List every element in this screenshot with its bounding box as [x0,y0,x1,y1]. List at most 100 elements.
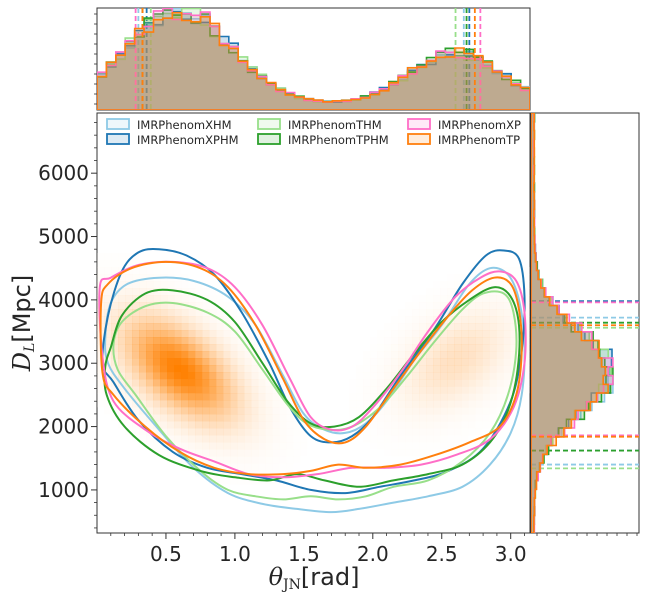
density-cell [118,288,126,296]
density-cell [237,316,245,324]
density-cell [195,281,203,289]
density-cell [370,421,378,429]
density-cell [433,344,441,352]
density-cell [419,330,427,338]
density-cell [524,344,530,352]
density-cell [384,323,392,331]
density-cell [188,428,196,436]
density-cell [517,274,525,282]
density-cell [230,337,238,345]
density-cell [258,414,266,422]
density-cell [216,358,224,366]
density-cell [216,442,224,450]
density-cell [132,351,140,359]
density-cell [475,330,483,338]
density-cell [244,414,252,422]
density-cell [209,295,217,303]
density-cell [174,323,182,331]
density-cell [209,449,217,457]
density-cell [426,323,434,331]
density-cell [475,337,483,345]
density-cell [174,281,182,289]
density-cell [174,337,182,345]
density-cell [426,309,434,317]
density-cell [524,288,530,296]
density-cell [482,365,490,373]
density-cell [237,414,245,422]
density-cell [118,351,126,359]
density-cell [244,351,252,359]
density-cell [475,414,483,422]
density-cell [461,316,469,324]
density-cell [188,379,196,387]
density-cell [454,372,462,380]
density-cell [160,379,168,387]
density-cell [125,358,133,366]
density-cell [111,295,119,303]
density-cell [433,414,441,422]
density-cell [251,400,259,408]
density-cell [272,421,280,429]
density-cell [503,323,511,331]
density-cell [419,386,427,394]
density-cell [202,428,210,436]
density-cell [356,393,364,401]
density-cell [167,302,175,310]
density-cell [447,414,455,422]
density-cell [510,337,518,345]
density-cell [195,414,203,422]
density-cell [377,372,385,380]
density-cell [370,407,378,415]
density-cell [216,407,224,415]
density-cell [433,379,441,387]
density-cell [167,316,175,324]
density-cell [153,358,161,366]
density-cell [146,435,154,443]
density-cell [482,400,490,408]
density-cell [286,393,294,401]
axis-ticks: 0.5 1.0 1.5 2.0 2.5 3.0 1000 2000 3000 4000 5000 60… [38,13,638,566]
density-cell [468,351,476,359]
density-cell [454,365,462,373]
density-cell [496,358,504,366]
density-cell [139,386,147,394]
density-cell [503,267,511,275]
density-cell [454,386,462,394]
density-cell [412,442,420,450]
density-cell [237,351,245,359]
density-cell [160,428,168,436]
density-cell [195,463,203,471]
density-cell [405,421,413,429]
density-cell [447,365,455,373]
y-tick-label: 2000 [38,415,89,439]
density-cell [167,288,175,296]
density-cell [174,421,182,429]
density-cell [426,330,434,338]
density-cell [132,407,140,415]
y-histogram-imrphenomtp [531,113,609,533]
density-cell [524,358,530,366]
density-cell [489,323,497,331]
density-cell [412,414,420,422]
density-cell [202,393,210,401]
density-cell [174,456,182,464]
density-cell [125,337,133,345]
density-cell [524,337,530,345]
density-cell [489,295,497,303]
density-cell [293,463,301,471]
density-cell [454,358,462,366]
density-cell [237,407,245,415]
density-cell [216,372,224,380]
density-cell [223,330,231,338]
density-cell [216,435,224,443]
density-cell [216,456,224,464]
density-cell [97,379,105,387]
density-cell [160,358,168,366]
density-cell [286,463,294,471]
density-cell [419,435,427,443]
density-cell [237,400,245,408]
density-cell [370,435,378,443]
density-cell [195,337,203,345]
density-cell [377,421,385,429]
density-cell [384,358,392,366]
